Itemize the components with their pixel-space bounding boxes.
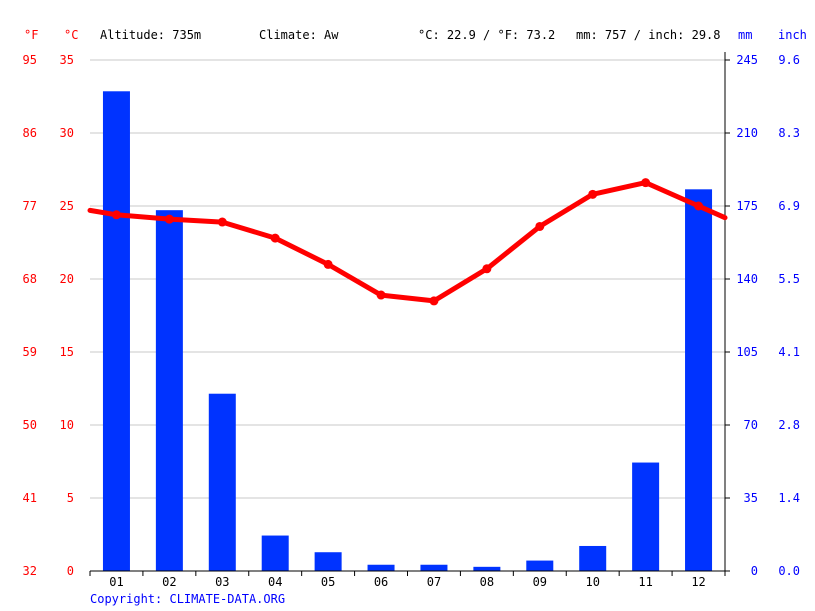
fahrenheit-tick-label: 95: [23, 53, 37, 67]
month-label: 09: [533, 575, 547, 589]
temperature-point: [270, 233, 280, 243]
inch-tick-label: 1.4: [778, 491, 800, 505]
mm-tick-label: 105: [736, 345, 758, 359]
mm-tick-label: 140: [736, 272, 758, 286]
precipitation-total-label: mm: 757 / inch: 29.8: [576, 28, 721, 42]
mm-tick-label: 210: [736, 126, 758, 140]
celsius-tick-label: 20: [60, 272, 74, 286]
precipitation-bar: [685, 189, 713, 572]
temperature-point: [588, 189, 598, 199]
precipitation-bar: [473, 566, 501, 571]
precipitation-bar: [526, 560, 554, 571]
climate-label: Climate: Aw: [259, 28, 339, 42]
average-temperature-label: °C: 22.9 / °F: 73.2: [418, 28, 556, 42]
celsius-tick-label: 0: [67, 564, 74, 578]
month-label: 08: [480, 575, 494, 589]
temperature-point: [376, 290, 386, 300]
celsius-tick-label: 35: [60, 53, 74, 67]
month-label: 02: [162, 575, 176, 589]
inch-tick-label: 9.6: [778, 53, 800, 67]
inch-unit-label: inch: [778, 28, 807, 42]
fahrenheit-tick-label: 59: [23, 345, 37, 359]
temperature-point: [429, 296, 439, 306]
fahrenheit-tick-label: 86: [23, 126, 37, 140]
month-label: 03: [215, 575, 229, 589]
copyright-link[interactable]: Copyright: CLIMATE-DATA.ORG: [90, 592, 286, 606]
mm-tick-label: 35: [744, 491, 758, 505]
temperature-point: [482, 264, 492, 274]
temperature-point: [641, 178, 651, 188]
celsius-tick-label: 15: [60, 345, 74, 359]
inch-tick-label: 0.0: [778, 564, 800, 578]
inch-tick-label: 8.3: [778, 126, 800, 140]
temperature-point: [323, 259, 333, 269]
month-label: 12: [691, 575, 705, 589]
mm-unit-label: mm: [738, 28, 753, 42]
celsius-tick-label: 5: [67, 491, 74, 505]
inch-tick-label: 2.8: [778, 418, 800, 432]
mm-tick-label: 175: [736, 199, 758, 213]
month-label: 04: [268, 575, 282, 589]
precipitation-bar: [314, 552, 342, 571]
precipitation-bar: [632, 462, 660, 571]
inch-tick-label: 5.5: [778, 272, 800, 286]
fahrenheit-tick-label: 68: [23, 272, 37, 286]
precipitation-bar: [261, 535, 289, 571]
fahrenheit-tick-label: 32: [23, 564, 37, 578]
inch-tick-label: 6.9: [778, 199, 800, 213]
temperature-point: [164, 214, 174, 224]
mm-tick-label: 0: [751, 564, 758, 578]
month-label: 07: [427, 575, 441, 589]
mm-tick-label: 70: [744, 418, 758, 432]
precipitation-bar: [420, 564, 448, 571]
temperature-point: [694, 201, 704, 211]
precipitation-bar: [208, 393, 236, 571]
precipitation-bar: [367, 564, 395, 571]
temperature-line: [87, 180, 728, 304]
precipitation-bar: [579, 545, 607, 571]
fahrenheit-unit-label: °F: [24, 28, 39, 42]
month-label: 06: [374, 575, 388, 589]
month-label: 01: [109, 575, 123, 589]
temperature-point: [217, 217, 227, 227]
celsius-unit-label: °C: [64, 28, 79, 42]
mm-tick-label: 245: [736, 53, 758, 67]
month-label: 11: [638, 575, 652, 589]
fahrenheit-tick-label: 41: [23, 491, 37, 505]
month-label: 10: [585, 575, 599, 589]
celsius-tick-label: 25: [60, 199, 74, 213]
month-label: 05: [321, 575, 335, 589]
temperature-point: [535, 221, 545, 231]
celsius-tick-label: 10: [60, 418, 74, 432]
inch-tick-label: 4.1: [778, 345, 800, 359]
precipitation-bar: [155, 210, 183, 571]
precipitation-bar: [102, 91, 130, 572]
fahrenheit-tick-label: 77: [23, 199, 37, 213]
altitude-label: Altitude: 735m: [100, 28, 202, 42]
fahrenheit-tick-label: 50: [23, 418, 37, 432]
temperature-point: [111, 210, 121, 220]
celsius-tick-label: 30: [60, 126, 74, 140]
